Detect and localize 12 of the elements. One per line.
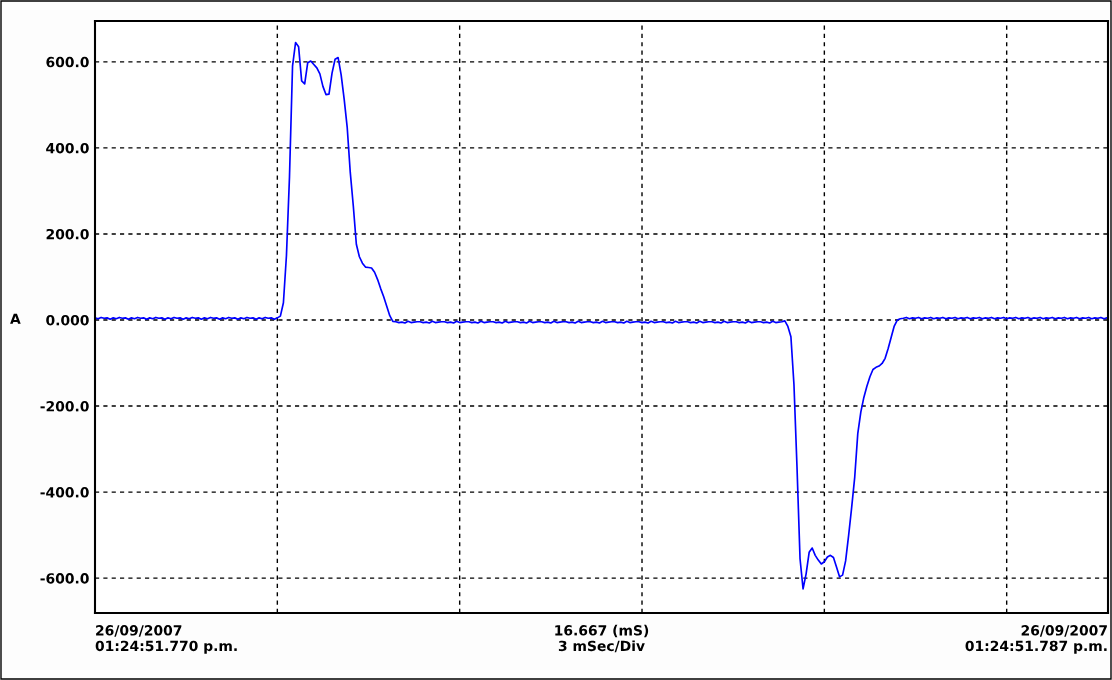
line-series [95,41,1108,590]
y-tick-label: 200.0 [46,228,89,240]
y-tick-label: -400.0 [40,487,89,498]
y-tick-label: 600.0 [46,56,89,68]
text: 26/09/2007 01:24:51.770 p.m. [95,625,237,654]
y-tick-label: -200.0 [40,401,89,412]
y-tick-label: -600.0 [40,573,89,584]
y-tick-label: 400.0 [46,142,89,154]
y-tick-label: 0.000 [46,314,89,326]
text: 16.667 (mS) 3 mSec/Div [555,624,649,653]
text: 26/09/2007 01:24:51.787 p.m. [965,625,1107,654]
y-axis-title: A [10,313,21,324]
